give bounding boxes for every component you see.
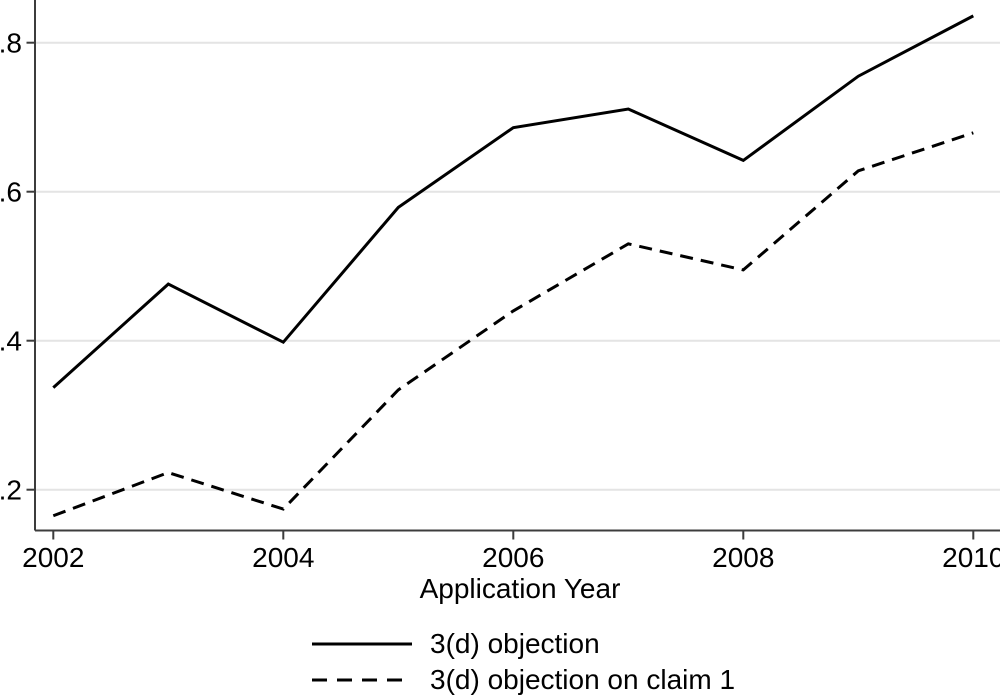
series-line-solid xyxy=(52,14,974,389)
y-tick-label: .8 xyxy=(0,28,22,59)
legend-solid-line-sample xyxy=(312,642,412,646)
y-tick-label: .6 xyxy=(0,177,22,208)
legend-item-solid: 3(d) objection xyxy=(312,626,735,662)
x-tick-label: 2004 xyxy=(252,542,314,573)
x-axis-title: Application Year xyxy=(420,573,621,604)
legend-label-solid: 3(d) objection xyxy=(430,628,600,659)
x-tick-label: 2006 xyxy=(482,542,544,573)
y-tick-label: .4 xyxy=(0,326,22,357)
legend-dashed-line-sample xyxy=(312,678,412,682)
y-tick-label: .2 xyxy=(0,475,22,506)
legend-label-dashed: 3(d) objection on claim 1 xyxy=(430,664,736,695)
x-tick-label: 2010 xyxy=(942,542,1000,573)
series-line-dashed xyxy=(52,131,974,518)
legend: 3(d) objection 3(d) objection on claim 1 xyxy=(312,626,735,696)
x-tick-label: 2002 xyxy=(22,542,84,573)
legend-item-dashed: 3(d) objection on claim 1 xyxy=(312,662,735,696)
x-tick-label: 2008 xyxy=(712,542,774,573)
